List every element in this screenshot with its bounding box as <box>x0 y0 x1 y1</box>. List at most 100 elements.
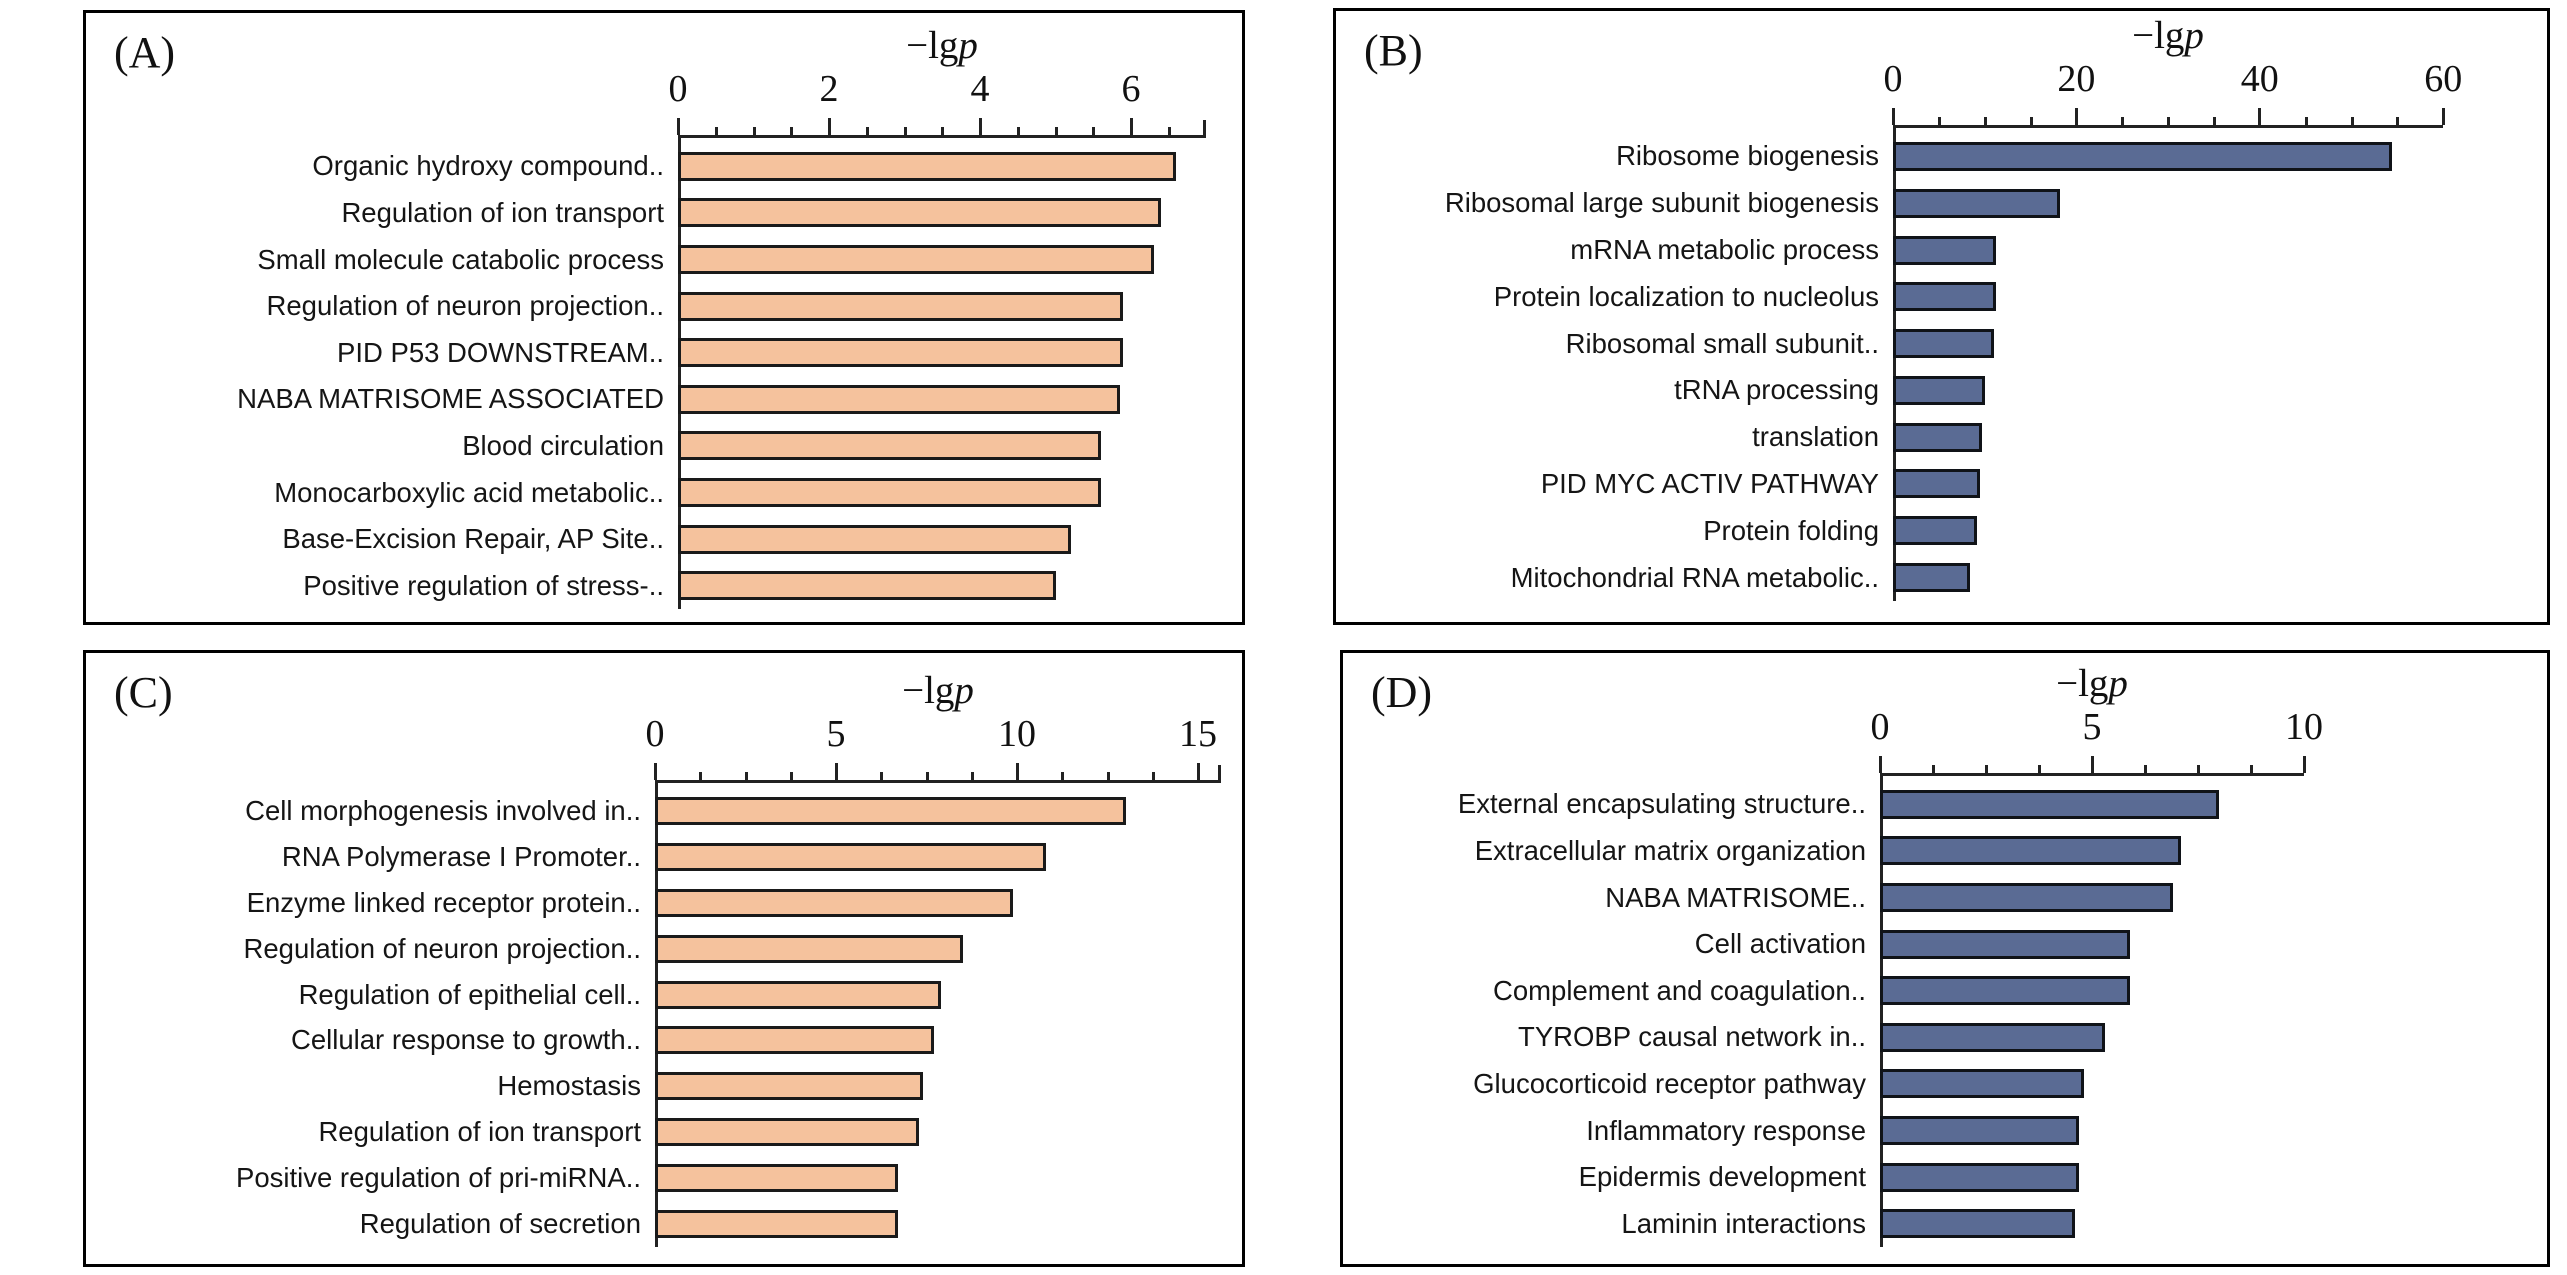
bar <box>1893 236 1996 265</box>
bar <box>1893 469 1980 498</box>
panel-a: (A) −lgp 0 2 4 6 Organic hydroxy compound.. R… <box>83 10 1245 625</box>
category-label: Ribosomal large subunit biogenesis <box>1444 187 1879 219</box>
minor-tick <box>2038 765 2041 773</box>
minor-tick <box>1167 127 1171 135</box>
panel-letter: (D) <box>1371 668 1433 717</box>
bar <box>1893 563 1970 592</box>
minor-tick <box>865 127 869 135</box>
category-label: Protein folding <box>1703 514 1879 546</box>
major-tick <box>978 118 982 135</box>
category-label: RNA Polymerase I Promoter.. <box>281 840 641 872</box>
minor-tick <box>752 127 756 135</box>
bar <box>678 338 1123 367</box>
tick-label: 15 <box>1179 713 1217 755</box>
category-label: Regulation of neuron projection.. <box>243 932 642 964</box>
tick-label: 5 <box>826 713 846 755</box>
axis-title-variable: p <box>954 669 974 712</box>
category-label: Glucocorticoid receptor pathway <box>1473 1067 1866 1099</box>
axis-title: −lgp <box>902 668 974 713</box>
major-tick <box>1015 763 1019 780</box>
axis-title-text: −lg <box>2132 14 2185 57</box>
panel-d: (D) −lgp 0 5 10 External encapsulating stru… <box>1340 650 2550 1267</box>
bar <box>1880 976 2130 1005</box>
axis-endcap-tick <box>1203 120 1206 135</box>
minor-tick <box>1054 127 1058 135</box>
bar <box>1893 282 1996 311</box>
major-tick <box>2441 108 2445 125</box>
axis-endcap-tick <box>1218 765 1221 780</box>
bar <box>678 292 1123 321</box>
bar <box>655 981 941 1009</box>
category-label: Enzyme linked receptor protein.. <box>246 886 641 918</box>
x-axis-line <box>678 135 1206 138</box>
tick-label: 20 <box>2057 58 2096 100</box>
tick-label: 5 <box>2082 706 2102 748</box>
bar <box>678 571 1056 600</box>
category-label: Protein localization to nucleolus <box>1493 280 1879 312</box>
tick-label: 40 <box>2240 58 2279 100</box>
minor-tick <box>1092 127 1096 135</box>
axis-title-variable: p <box>2108 662 2128 705</box>
minor-tick <box>790 127 794 135</box>
minor-tick <box>2121 117 2125 125</box>
category-label: Ribosomal small subunit.. <box>1565 327 1879 359</box>
axis-title-variable: p <box>2184 14 2204 57</box>
minor-tick <box>1983 117 1987 125</box>
y-axis-spine <box>1893 125 1896 601</box>
category-label: Complement and coagulation.. <box>1492 974 1866 1006</box>
category-label: Regulation of ion transport <box>318 1116 641 1148</box>
minor-tick <box>714 127 718 135</box>
category-label: NABA MATRISOME ASSOCIATED <box>237 383 664 415</box>
category-label: Inflammatory response <box>1586 1114 1866 1146</box>
bar <box>678 431 1101 460</box>
minor-tick <box>1985 765 1988 773</box>
bar <box>655 1118 919 1146</box>
bar <box>655 843 1046 871</box>
minor-tick <box>1061 772 1065 780</box>
axis-title: −lgp <box>906 23 978 68</box>
minor-tick <box>2396 117 2400 125</box>
x-axis-line <box>655 780 1221 783</box>
bar <box>1893 423 1982 452</box>
minor-tick <box>1151 772 1155 780</box>
x-axis-line <box>1880 773 2304 776</box>
category-label: Monocarboxylic acid metabolic.. <box>274 476 664 508</box>
bar <box>655 1072 923 1100</box>
category-label: Epidermis development <box>1578 1161 1866 1193</box>
y-axis-spine <box>655 780 658 1247</box>
bar <box>678 245 1154 274</box>
panel-letter: (B) <box>1364 26 1423 75</box>
tick-label: 10 <box>998 713 1036 755</box>
minor-tick <box>1937 117 1941 125</box>
bar <box>1893 376 1985 405</box>
axis-title-text: −lg <box>902 669 955 712</box>
minor-tick <box>699 772 703 780</box>
major-tick <box>653 763 657 780</box>
bar <box>655 1026 934 1054</box>
bar <box>655 889 1013 917</box>
axis-title-text: −lg <box>2056 662 2109 705</box>
bar <box>678 198 1161 227</box>
panel-b: (B) −lgp 0 20 40 60 Ribosome biogenesis Ribos… <box>1333 8 2550 625</box>
bar <box>1880 930 2130 959</box>
category-label: External encapsulating structure.. <box>1457 788 1866 820</box>
category-label: Extracellular matrix organization <box>1474 834 1866 866</box>
minor-tick <box>2212 117 2216 125</box>
minor-tick <box>2029 117 2033 125</box>
category-label: Cell activation <box>1694 928 1866 960</box>
category-label: Laminin interactions <box>1621 1207 1866 1239</box>
minor-tick <box>2197 765 2200 773</box>
minor-tick <box>903 127 907 135</box>
tick-label: 0 <box>645 713 665 755</box>
category-label: Cell morphogenesis involved in.. <box>245 794 641 826</box>
minor-tick <box>941 127 945 135</box>
bar <box>1893 189 2060 218</box>
minor-tick <box>1106 772 1110 780</box>
major-tick <box>1129 118 1133 135</box>
bar <box>678 385 1120 414</box>
category-label: NABA MATRISOME.. <box>1605 881 1866 913</box>
major-tick <box>834 763 838 780</box>
bar <box>655 1164 898 1192</box>
bar <box>1880 1163 2079 1192</box>
category-label: PID P53 DOWNSTREAM.. <box>337 336 664 368</box>
